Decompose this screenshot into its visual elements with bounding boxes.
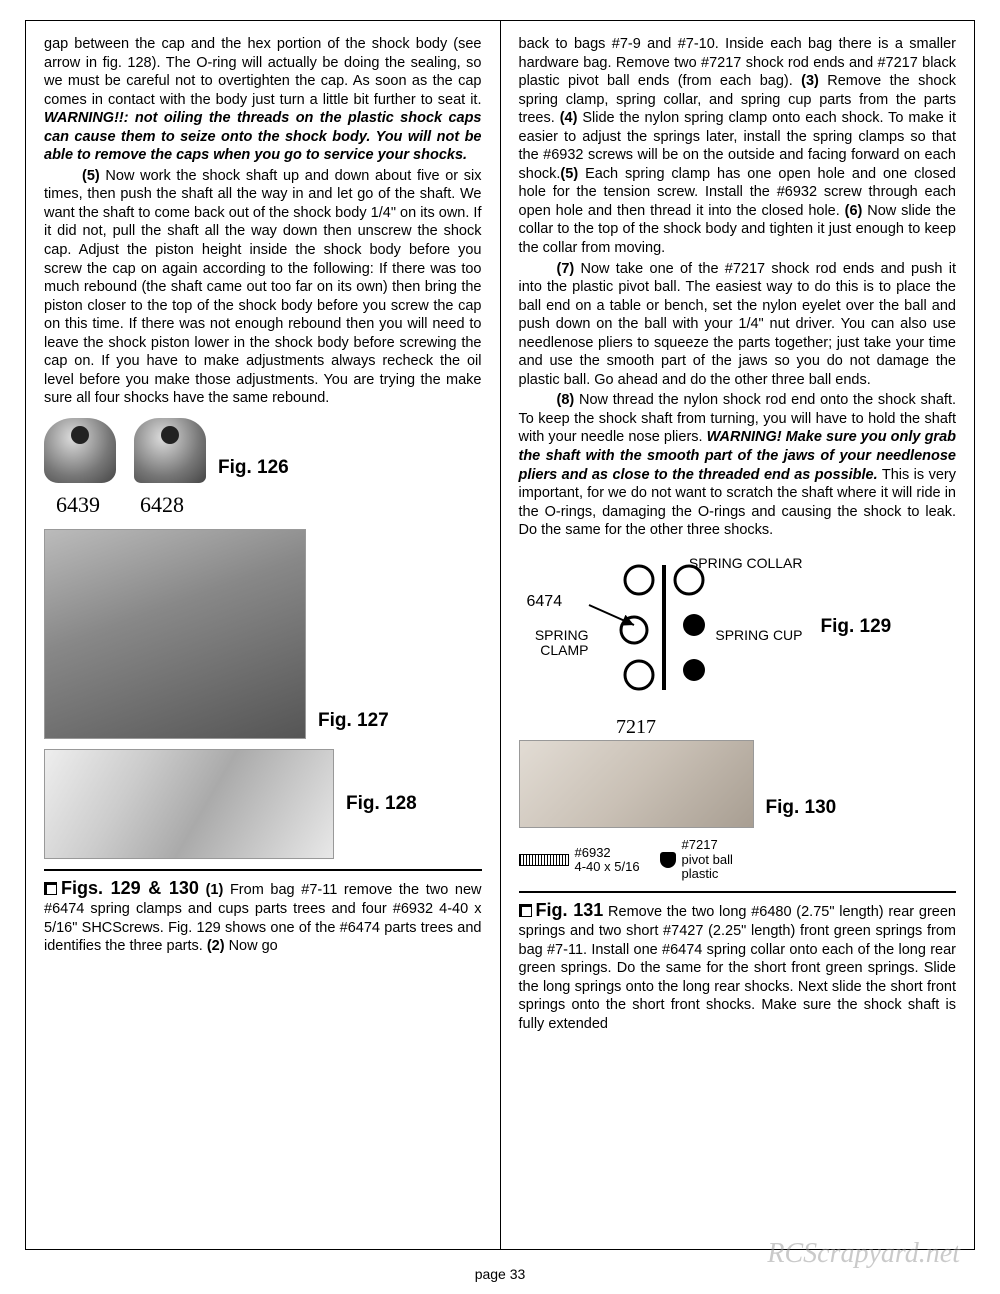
step-8: (8) xyxy=(557,392,579,408)
section-title: Figs. 129 & 130 xyxy=(61,878,199,898)
step-2: (2) xyxy=(207,938,229,954)
text: Now work the shock shaft up and down abo… xyxy=(44,168,482,407)
legend-ball: #7217 pivot ball plastic xyxy=(682,838,733,881)
step-1: (1) xyxy=(206,882,230,898)
warning-text: WARNING!!: not oiling the threads on the… xyxy=(44,110,482,163)
figure-label: Fig. 127 xyxy=(318,709,389,733)
label-spring-cup: SPRING CUP xyxy=(715,628,802,643)
divider xyxy=(44,869,482,871)
section-title: Fig. 131 xyxy=(536,900,604,920)
part-6428-image xyxy=(134,418,206,483)
watermark: RCScrapyard.net xyxy=(767,1238,960,1270)
section-131: Fig. 131 Remove the two long #6480 (2.75… xyxy=(519,899,957,1033)
figure-126: 6439 6428 Fig. 126 xyxy=(44,418,482,519)
figure-label: Fig. 130 xyxy=(766,796,837,820)
figure-130: 7217 Fig. 130 xyxy=(519,715,957,829)
right-para-2: (7) Now take one of the #7217 shock rod … xyxy=(519,260,957,390)
right-para-3: (8) Now thread the nylon shock rod end o… xyxy=(519,391,957,539)
checkbox-icon xyxy=(519,904,532,917)
figure-label: Fig. 129 xyxy=(821,615,892,639)
label-6474: 6474 xyxy=(527,592,563,612)
divider xyxy=(519,891,957,893)
left-column: gap between the cap and the hex portion … xyxy=(26,21,501,1249)
text: Remove the two long #6480 (2.75" length)… xyxy=(519,904,957,1032)
text: gap between the cap and the hex portion … xyxy=(44,36,482,108)
section-129-130: Figs. 129 & 130 (1) From bag #7-11 remov… xyxy=(44,877,482,956)
left-para-2: (5) Now work the shock shaft up and down… xyxy=(44,167,482,408)
screw-icon xyxy=(519,854,569,866)
figure-label: Fig. 128 xyxy=(346,792,417,816)
figure-128-image xyxy=(44,749,334,859)
part-6439-image xyxy=(44,418,116,483)
page-frame: gap between the cap and the hex portion … xyxy=(25,20,975,1250)
figure-127: Fig. 127 xyxy=(44,529,482,739)
left-para-1: gap between the cap and the hex portion … xyxy=(44,35,482,165)
part-number: 6439 xyxy=(56,491,100,519)
right-para-1: back to bags #7-9 and #7-10. Inside each… xyxy=(519,35,957,258)
figure-128: Fig. 128 xyxy=(44,749,482,859)
right-column: back to bags #7-9 and #7-10. Inside each… xyxy=(501,21,975,1249)
label-spring-collar: SPRING COLLAR xyxy=(689,556,803,571)
step-3: (3) xyxy=(801,73,827,89)
step-7: (7) xyxy=(557,261,581,277)
step-5: (5) xyxy=(560,166,585,182)
checkbox-icon xyxy=(44,882,57,895)
text: Now go xyxy=(229,938,278,954)
figure-130-image xyxy=(519,740,754,828)
label-spring-clamp: SPRING CLAMP xyxy=(519,628,589,659)
figure-129-diagram: SPRING COLLAR 6474 SPRING CLAMP SPRING C… xyxy=(519,550,809,705)
part-number: 7217 xyxy=(616,715,656,741)
ball-icon xyxy=(660,852,676,868)
figure-label: Fig. 126 xyxy=(218,456,289,480)
figure-127-image xyxy=(44,529,306,739)
figure-129: SPRING COLLAR 6474 SPRING CLAMP SPRING C… xyxy=(519,550,957,705)
text: Now take one of the #7217 shock rod ends… xyxy=(519,261,957,388)
step-4: (4) xyxy=(560,110,583,126)
part-number: 6428 xyxy=(140,491,184,519)
legend-screw: #6932 4-40 x 5/16 xyxy=(575,846,640,875)
parts-legend: #6932 4-40 x 5/16 #7217 pivot ball plast… xyxy=(519,838,957,881)
step-5: (5) xyxy=(82,168,105,184)
step-6: (6) xyxy=(845,203,868,219)
